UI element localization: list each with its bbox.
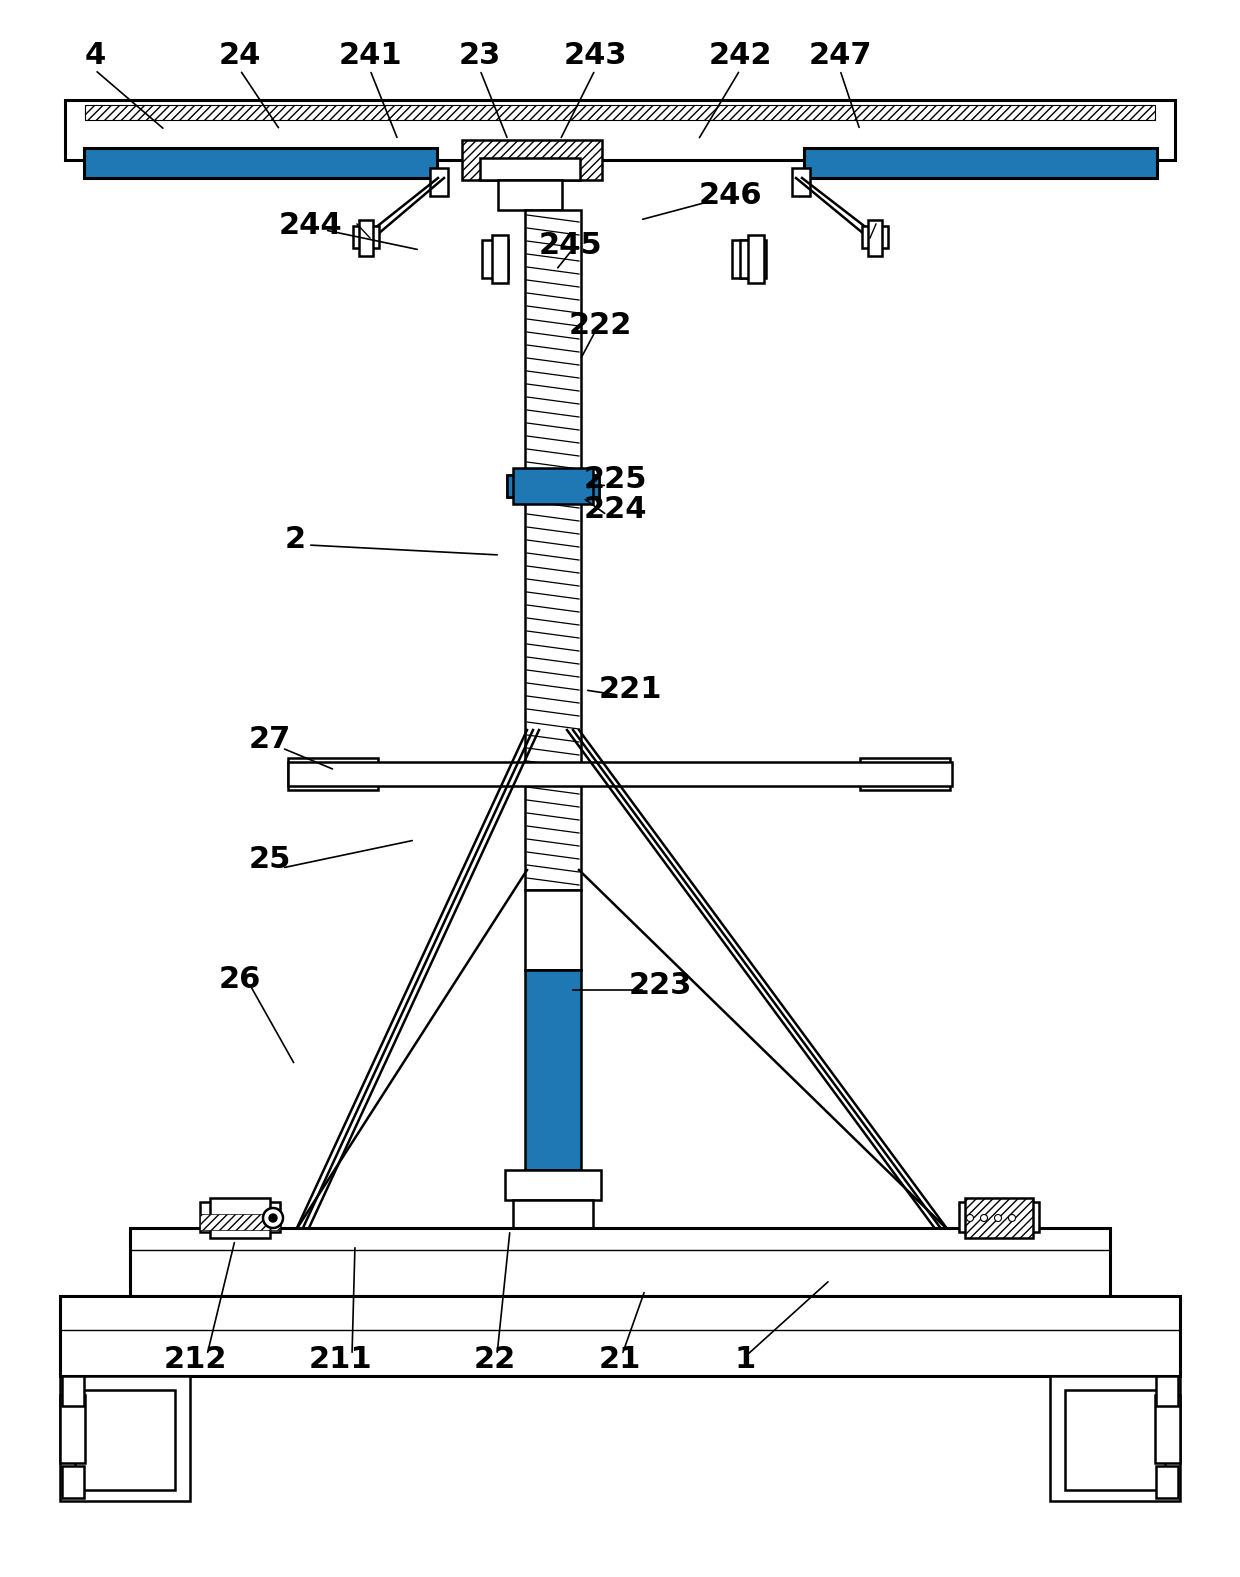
Circle shape xyxy=(994,1214,1002,1222)
Bar xyxy=(74,1389,175,1490)
Bar xyxy=(804,148,1157,178)
Bar xyxy=(1050,1377,1180,1501)
Bar xyxy=(868,221,882,255)
Bar xyxy=(1156,1377,1178,1407)
Text: 221: 221 xyxy=(598,675,662,705)
Text: 224: 224 xyxy=(583,495,647,525)
Bar xyxy=(463,140,601,180)
Text: 2: 2 xyxy=(284,525,305,555)
Circle shape xyxy=(263,1208,283,1228)
Text: 246: 246 xyxy=(698,180,761,210)
Circle shape xyxy=(981,1214,987,1222)
Bar xyxy=(62,1467,84,1498)
Bar xyxy=(529,970,577,1170)
Bar xyxy=(288,762,952,785)
Text: 242: 242 xyxy=(708,41,771,69)
Circle shape xyxy=(1008,1214,1016,1222)
Bar xyxy=(732,240,758,278)
Bar xyxy=(288,759,378,790)
Circle shape xyxy=(966,1214,973,1222)
Text: 1: 1 xyxy=(734,1345,755,1375)
Bar xyxy=(60,1396,86,1463)
Bar xyxy=(862,226,888,248)
Bar xyxy=(60,1377,190,1501)
Bar xyxy=(64,99,1176,159)
Bar xyxy=(861,759,950,790)
Bar xyxy=(200,1202,280,1232)
Text: 22: 22 xyxy=(474,1345,516,1375)
Text: 243: 243 xyxy=(563,41,626,69)
Bar xyxy=(498,180,562,210)
Bar xyxy=(513,468,593,505)
Bar xyxy=(1154,1396,1180,1463)
Bar xyxy=(748,235,764,282)
Text: 223: 223 xyxy=(629,970,692,1000)
Bar xyxy=(507,475,599,497)
Text: 244: 244 xyxy=(278,210,342,240)
Text: 247: 247 xyxy=(808,41,872,69)
Bar xyxy=(84,148,436,178)
Bar xyxy=(792,169,810,196)
Text: 241: 241 xyxy=(339,41,402,69)
Text: 212: 212 xyxy=(164,1345,227,1375)
Bar xyxy=(88,151,433,173)
Bar xyxy=(210,1199,270,1238)
Bar xyxy=(62,1377,84,1407)
Bar xyxy=(505,1170,601,1200)
Bar xyxy=(482,240,508,278)
Bar xyxy=(1156,1467,1178,1498)
Bar xyxy=(740,240,766,278)
Text: 26: 26 xyxy=(218,965,262,995)
Bar xyxy=(965,1199,1033,1238)
Bar xyxy=(430,169,448,196)
Text: 245: 245 xyxy=(538,230,601,260)
Bar xyxy=(130,1228,1110,1296)
Bar xyxy=(525,970,582,1170)
Bar xyxy=(480,158,580,180)
Bar xyxy=(525,889,582,970)
Text: 24: 24 xyxy=(218,41,262,69)
Bar xyxy=(353,226,379,248)
Bar xyxy=(513,1200,593,1228)
Text: 211: 211 xyxy=(309,1345,372,1375)
Bar xyxy=(86,106,1154,120)
Text: 4: 4 xyxy=(84,41,105,69)
Bar xyxy=(525,210,582,889)
Bar xyxy=(808,151,1153,173)
Text: 21: 21 xyxy=(599,1345,641,1375)
Bar xyxy=(1065,1389,1166,1490)
Bar xyxy=(492,235,508,282)
Text: 27: 27 xyxy=(249,725,291,754)
Circle shape xyxy=(269,1214,277,1222)
Text: 23: 23 xyxy=(459,41,501,69)
Text: 222: 222 xyxy=(568,311,631,339)
Text: 25: 25 xyxy=(249,845,291,875)
Bar xyxy=(959,1202,1039,1232)
Bar xyxy=(200,1214,280,1230)
Bar xyxy=(360,221,373,255)
Bar xyxy=(507,475,599,497)
Text: 225: 225 xyxy=(583,465,647,495)
Bar xyxy=(60,1296,1180,1377)
